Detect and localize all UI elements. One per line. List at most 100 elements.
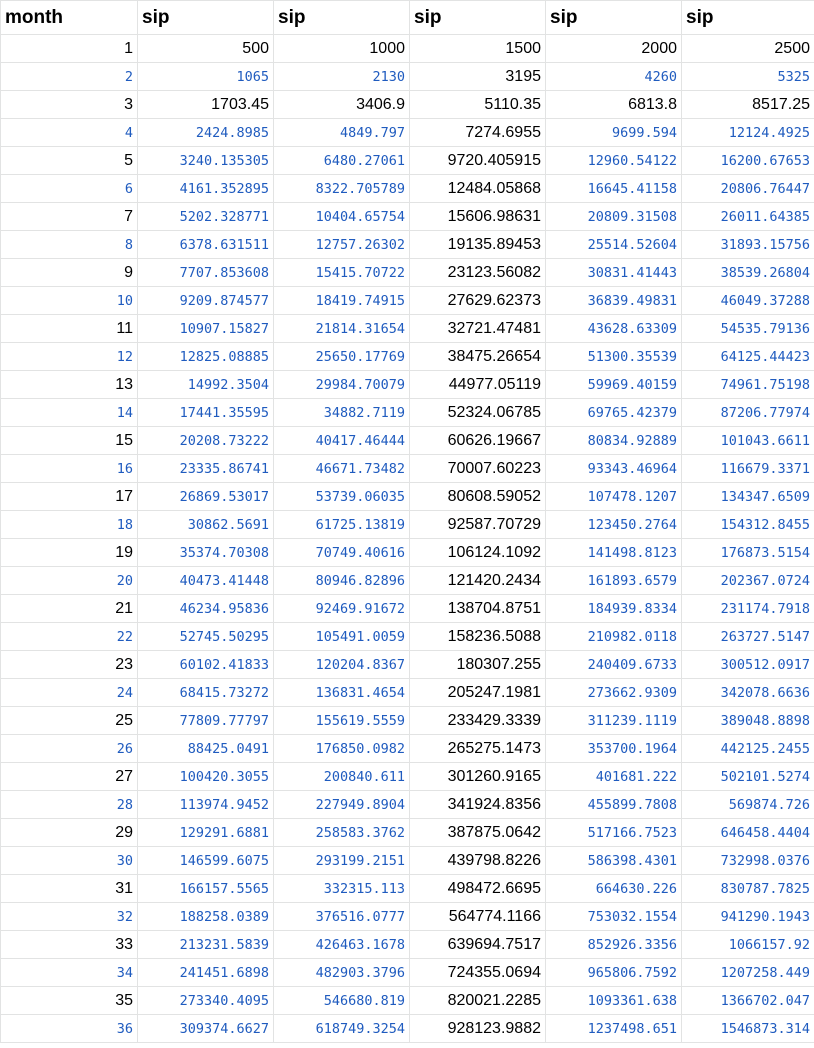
- cell-sip-1000[interactable]: 18419.74915: [273, 286, 410, 315]
- cell-sip-500[interactable]: 113974.9452: [137, 790, 274, 819]
- cell-sip-500[interactable]: 26869.53017: [137, 482, 274, 511]
- cell-sip-2000[interactable]: 16645.41158: [545, 174, 682, 203]
- cell-sip-1000[interactable]: 4849.797: [273, 118, 410, 147]
- cell-sip-2000[interactable]: 311239.1119: [545, 706, 682, 735]
- cell-sip-1000[interactable]: 46671.73482: [273, 454, 410, 483]
- cell-sip-2000[interactable]: 51300.35539: [545, 342, 682, 371]
- cell-sip-500[interactable]: 241451.6898: [137, 958, 274, 987]
- cell-sip-1000[interactable]: 61725.13819: [273, 510, 410, 539]
- cell-sip-1000[interactable]: 15415.70722: [273, 258, 410, 287]
- cell-sip-1500[interactable]: 15606.98631: [409, 202, 546, 231]
- cell-sip-1500[interactable]: 205247.1981: [409, 678, 546, 707]
- cell-sip-500[interactable]: 4161.352895: [137, 174, 274, 203]
- cell-sip-500[interactable]: 60102.41833: [137, 650, 274, 679]
- cell-month[interactable]: 14: [0, 398, 138, 427]
- cell-sip-500[interactable]: 14992.3504: [137, 370, 274, 399]
- header-cell-sip[interactable]: sip: [545, 0, 682, 35]
- cell-month[interactable]: 8: [0, 230, 138, 259]
- cell-sip-500[interactable]: 9209.874577: [137, 286, 274, 315]
- cell-sip-1500[interactable]: 23123.56082: [409, 258, 546, 287]
- cell-sip-500[interactable]: 20208.73222: [137, 426, 274, 455]
- cell-sip-2500[interactable]: 12124.4925: [681, 118, 814, 147]
- cell-month[interactable]: 21: [0, 594, 138, 623]
- cell-sip-1500[interactable]: 639694.7517: [409, 930, 546, 959]
- cell-sip-2500[interactable]: 646458.4404: [681, 818, 814, 847]
- cell-sip-2000[interactable]: 210982.0118: [545, 622, 682, 651]
- cell-sip-2500[interactable]: 1066157.92: [681, 930, 814, 959]
- cell-month[interactable]: 27: [0, 762, 138, 791]
- cell-sip-2000[interactable]: 1093361.638: [545, 986, 682, 1015]
- cell-sip-2000[interactable]: 240409.6733: [545, 650, 682, 679]
- cell-sip-1500[interactable]: 121420.2434: [409, 566, 546, 595]
- cell-sip-500[interactable]: 35374.70308: [137, 538, 274, 567]
- cell-sip-1500[interactable]: 138704.8751: [409, 594, 546, 623]
- cell-sip-2500[interactable]: 202367.0724: [681, 566, 814, 595]
- cell-sip-1000[interactable]: 293199.2151: [273, 846, 410, 875]
- cell-sip-500[interactable]: 213231.5839: [137, 930, 274, 959]
- cell-month[interactable]: 33: [0, 930, 138, 959]
- cell-sip-1500[interactable]: 44977.05119: [409, 370, 546, 399]
- cell-sip-500[interactable]: 88425.0491: [137, 734, 274, 763]
- cell-sip-2500[interactable]: 342078.6636: [681, 678, 814, 707]
- cell-sip-1000[interactable]: 80946.82896: [273, 566, 410, 595]
- cell-month[interactable]: 11: [0, 314, 138, 343]
- cell-sip-1500[interactable]: 820021.2285: [409, 986, 546, 1015]
- cell-sip-1500[interactable]: 301260.9165: [409, 762, 546, 791]
- cell-sip-500[interactable]: 3240.135305: [137, 146, 274, 175]
- cell-month[interactable]: 2: [0, 62, 138, 91]
- cell-month[interactable]: 29: [0, 818, 138, 847]
- cell-sip-500[interactable]: 23335.86741: [137, 454, 274, 483]
- cell-month[interactable]: 24: [0, 678, 138, 707]
- cell-sip-2000[interactable]: 517166.7523: [545, 818, 682, 847]
- cell-sip-2000[interactable]: 107478.1207: [545, 482, 682, 511]
- header-cell-sip[interactable]: sip: [273, 0, 410, 35]
- cell-sip-1000[interactable]: 482903.3796: [273, 958, 410, 987]
- cell-sip-2500[interactable]: 87206.77974: [681, 398, 814, 427]
- cell-sip-2000[interactable]: 12960.54122: [545, 146, 682, 175]
- cell-sip-1500[interactable]: 7274.6955: [409, 118, 546, 147]
- cell-sip-2000[interactable]: 43628.63309: [545, 314, 682, 343]
- cell-sip-2500[interactable]: 54535.79136: [681, 314, 814, 343]
- cell-sip-2500[interactable]: 134347.6509: [681, 482, 814, 511]
- cell-sip-1500[interactable]: 564774.1166: [409, 902, 546, 931]
- cell-month[interactable]: 13: [0, 370, 138, 399]
- cell-sip-1000[interactable]: 34882.7119: [273, 398, 410, 427]
- cell-sip-1500[interactable]: 265275.1473: [409, 734, 546, 763]
- cell-sip-1000[interactable]: 25650.17769: [273, 342, 410, 371]
- cell-sip-2500[interactable]: 5325: [681, 62, 814, 91]
- cell-sip-2500[interactable]: 101043.6611: [681, 426, 814, 455]
- cell-month[interactable]: 19: [0, 538, 138, 567]
- cell-sip-2000[interactable]: 1237498.651: [545, 1014, 682, 1043]
- cell-sip-500[interactable]: 46234.95836: [137, 594, 274, 623]
- cell-month[interactable]: 5: [0, 146, 138, 175]
- cell-sip-1000[interactable]: 618749.3254: [273, 1014, 410, 1043]
- cell-month[interactable]: 34: [0, 958, 138, 987]
- cell-month[interactable]: 15: [0, 426, 138, 455]
- cell-sip-500[interactable]: 7707.853608: [137, 258, 274, 287]
- cell-sip-2500[interactable]: 732998.0376: [681, 846, 814, 875]
- cell-sip-2500[interactable]: 231174.7918: [681, 594, 814, 623]
- cell-sip-1500[interactable]: 32721.47481: [409, 314, 546, 343]
- cell-sip-1500[interactable]: 387875.0642: [409, 818, 546, 847]
- cell-month[interactable]: 4: [0, 118, 138, 147]
- cell-sip-500[interactable]: 6378.631511: [137, 230, 274, 259]
- cell-sip-2500[interactable]: 38539.26804: [681, 258, 814, 287]
- cell-sip-1000[interactable]: 53739.06035: [273, 482, 410, 511]
- cell-sip-2500[interactable]: 1366702.047: [681, 986, 814, 1015]
- cell-month[interactable]: 18: [0, 510, 138, 539]
- cell-sip-500[interactable]: 1703.45: [137, 90, 274, 119]
- cell-sip-1000[interactable]: 8322.705789: [273, 174, 410, 203]
- cell-sip-500[interactable]: 146599.6075: [137, 846, 274, 875]
- cell-sip-2000[interactable]: 123450.2764: [545, 510, 682, 539]
- cell-sip-500[interactable]: 17441.35595: [137, 398, 274, 427]
- cell-sip-1500[interactable]: 158236.5088: [409, 622, 546, 651]
- cell-sip-1500[interactable]: 52324.06785: [409, 398, 546, 427]
- cell-sip-2000[interactable]: 273662.9309: [545, 678, 682, 707]
- cell-sip-2500[interactable]: 26011.64385: [681, 202, 814, 231]
- cell-month[interactable]: 6: [0, 174, 138, 203]
- cell-sip-2000[interactable]: 161893.6579: [545, 566, 682, 595]
- cell-sip-2500[interactable]: 1546873.314: [681, 1014, 814, 1043]
- header-cell-sip[interactable]: sip: [681, 0, 814, 35]
- cell-sip-1500[interactable]: 341924.8356: [409, 790, 546, 819]
- cell-sip-2000[interactable]: 80834.92889: [545, 426, 682, 455]
